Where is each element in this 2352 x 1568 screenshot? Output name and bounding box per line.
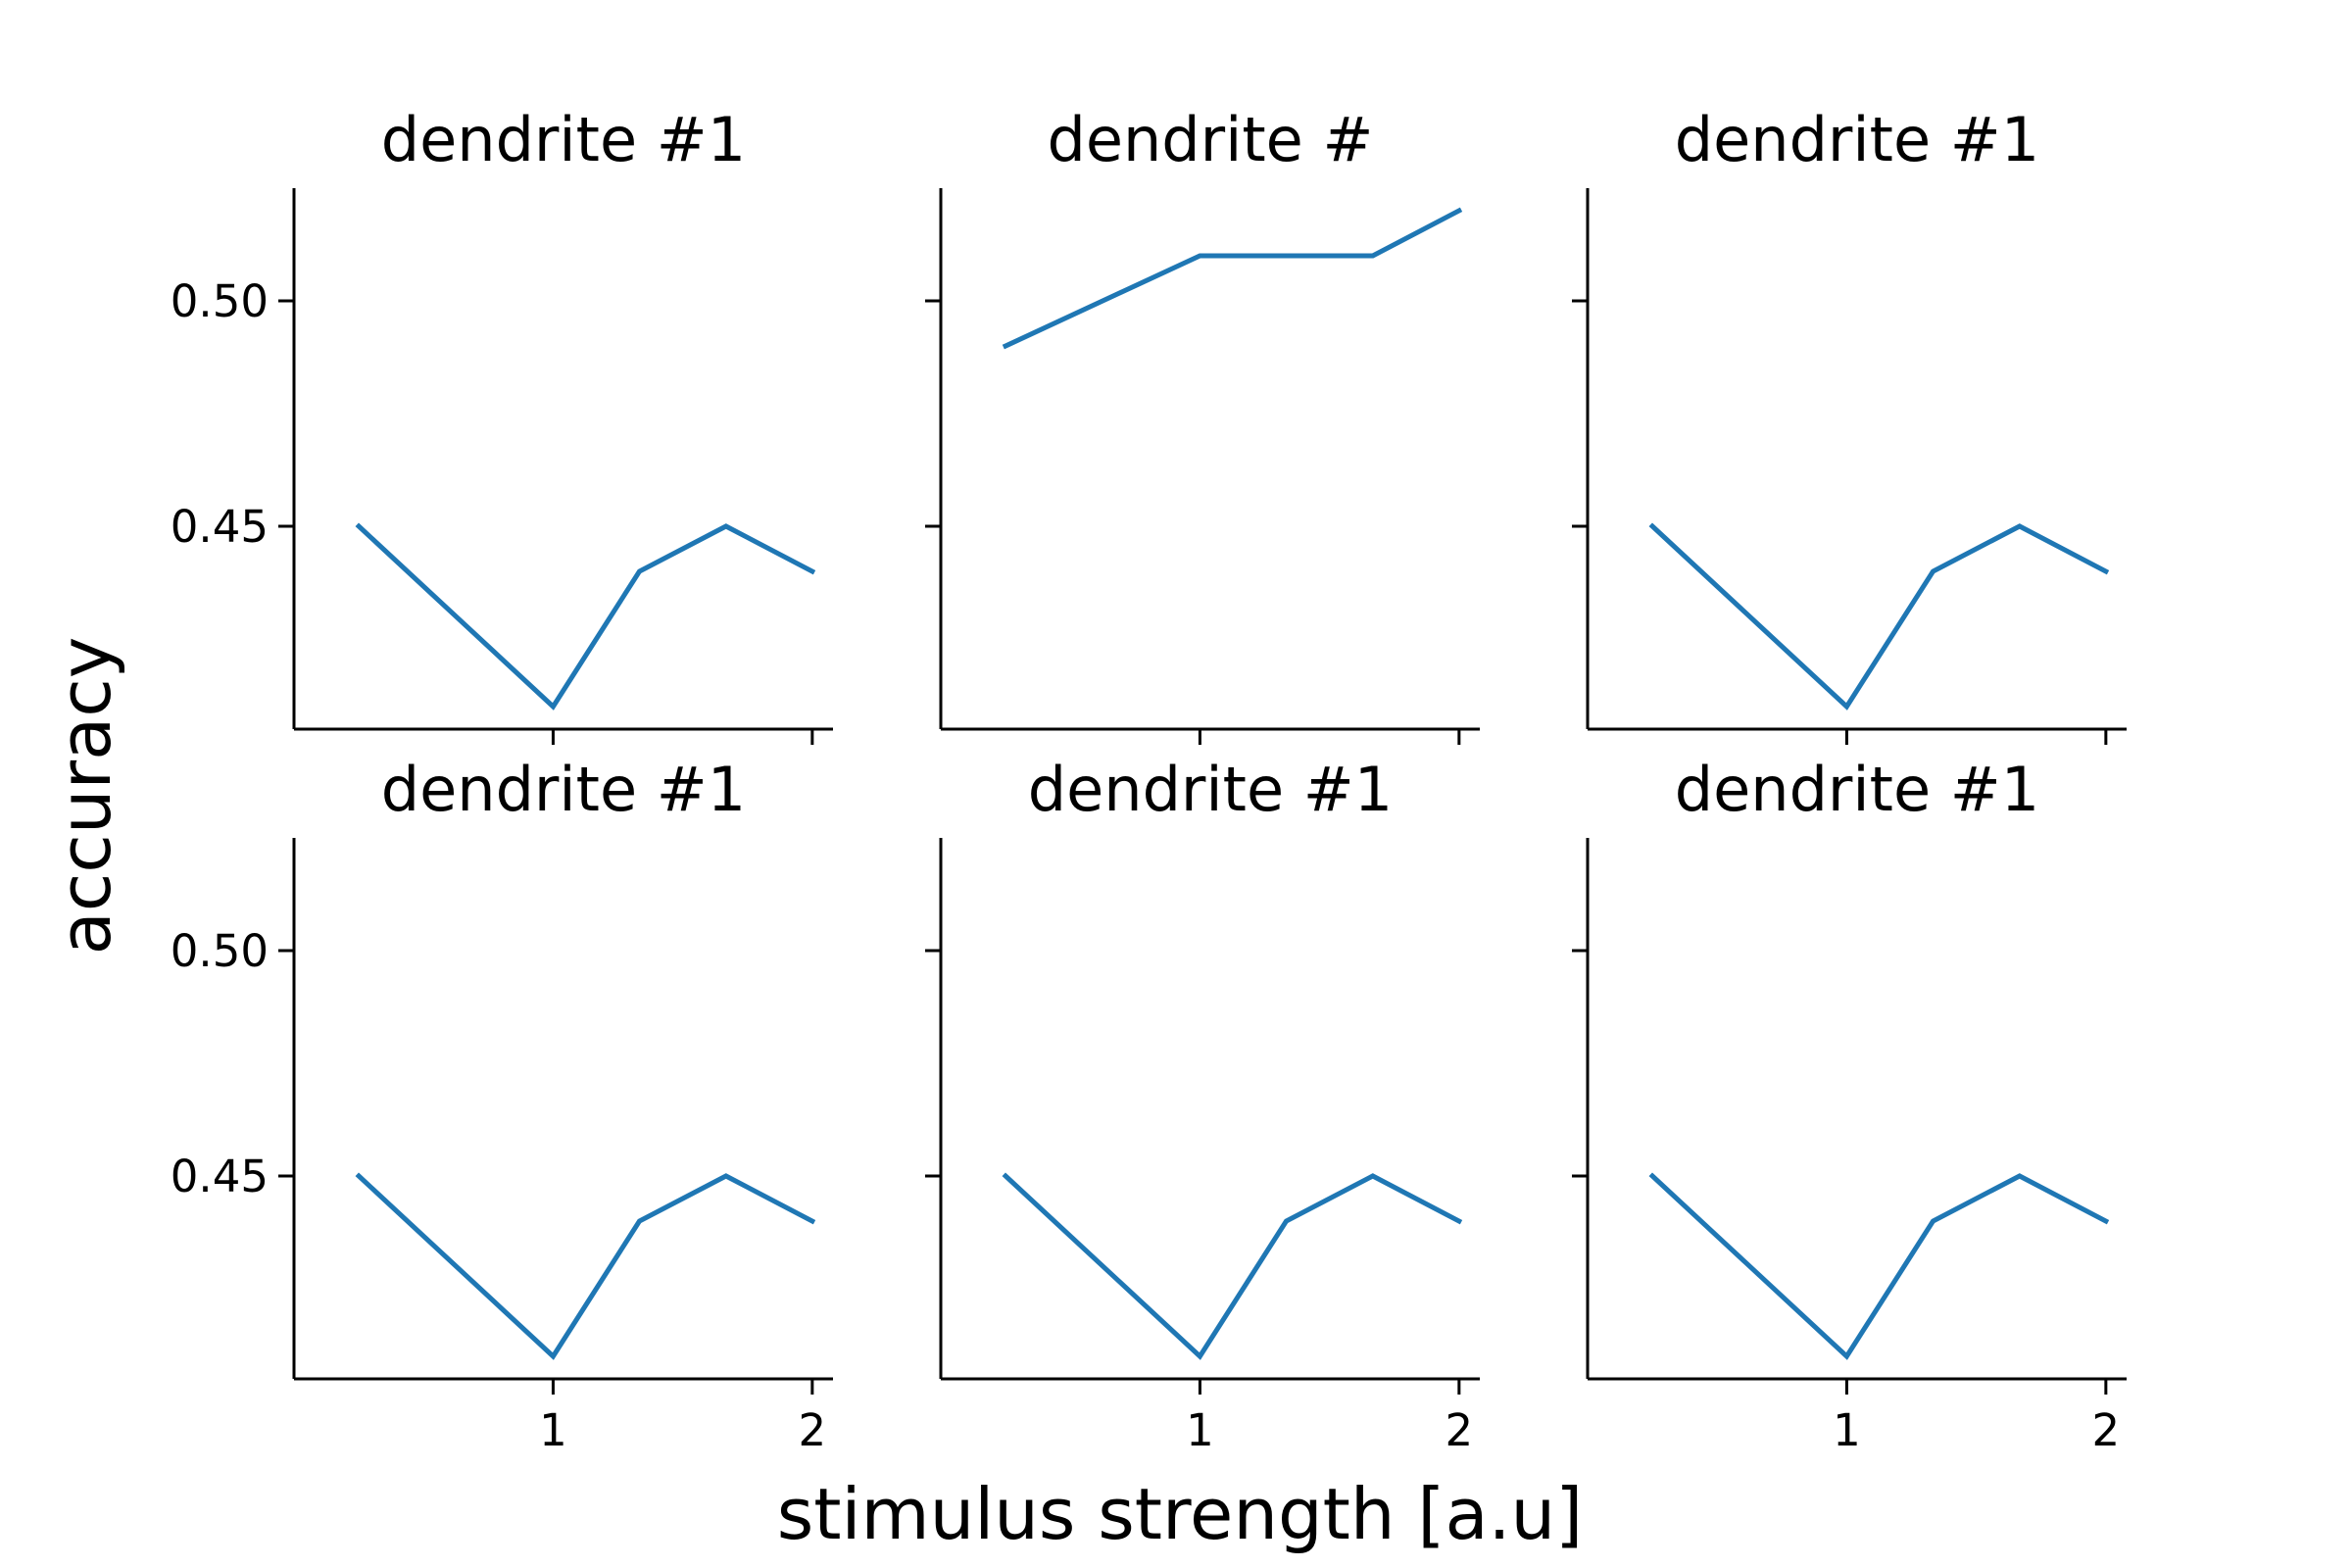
accuracy-series-line (355, 1172, 816, 1360)
accuracy-series-line (1002, 207, 1463, 350)
subplot-title: dendrite #1 (381, 754, 746, 825)
subplot-title: dendrite #1 (1675, 754, 2039, 825)
x-tick-label: 2 (2092, 1404, 2121, 1456)
accuracy-series-line (1648, 1172, 2110, 1360)
y-tick-label: 0.45 (171, 1151, 269, 1202)
subplot-panel: dendrite #1 0.45 0.50 1 2 (171, 754, 833, 1456)
subplot-grid: dendrite #1 0.45 0.50 dendrite # dendrite #1… (171, 104, 2127, 1456)
x-tick-label: 1 (539, 1404, 567, 1456)
x-tick-label: 2 (1446, 1404, 1474, 1456)
accuracy-series-line (1002, 1172, 1463, 1360)
subplot-title: dendrite #1 (381, 104, 746, 175)
accuracy-series-line (1648, 522, 2110, 710)
y-tick-label: 0.50 (171, 275, 269, 327)
y-axis-label: accuracy (44, 637, 126, 956)
subplot-title: dendrite #1 (1675, 104, 2039, 175)
subplot-panel: dendrite #1 0.45 0.50 (171, 104, 833, 745)
subplot-panel: dendrite #1 1 2 (925, 754, 1480, 1456)
x-axis-label: stimulus strength [a.u] (777, 1473, 1584, 1555)
y-tick-label: 0.50 (171, 925, 269, 977)
subplot-panel: dendrite #1 (1572, 104, 2127, 745)
accuracy-series-line (355, 522, 816, 710)
subplot-title: dendrite # (1048, 104, 1374, 175)
x-tick-label: 2 (799, 1404, 827, 1456)
x-tick-label: 1 (1833, 1404, 1861, 1456)
y-tick-label: 0.45 (171, 501, 269, 553)
subplot-panel: dendrite #1 1 2 (1572, 754, 2127, 1456)
subplot-title: dendrite #1 (1028, 754, 1393, 825)
subplot-panel: dendrite # (925, 104, 1480, 745)
x-tick-label: 1 (1186, 1404, 1214, 1456)
